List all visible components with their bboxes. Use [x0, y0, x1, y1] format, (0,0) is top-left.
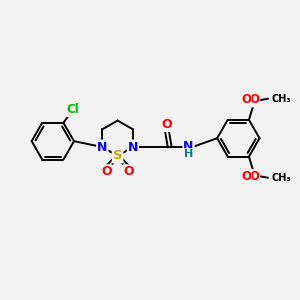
- Text: O: O: [161, 118, 172, 131]
- Text: Cl: Cl: [66, 103, 79, 116]
- Text: N: N: [97, 141, 107, 154]
- Text: CH₃: CH₃: [272, 94, 291, 104]
- Text: N: N: [183, 140, 194, 153]
- Text: O: O: [124, 165, 134, 178]
- Text: CH₃: CH₃: [272, 173, 291, 183]
- Text: O: O: [241, 170, 251, 183]
- Text: O: O: [249, 170, 259, 183]
- Text: O: O: [241, 93, 251, 106]
- Text: H: H: [184, 149, 193, 159]
- Text: O: O: [101, 165, 112, 178]
- Text: N: N: [128, 141, 138, 154]
- Text: O: O: [249, 93, 259, 106]
- Text: S: S: [113, 149, 122, 162]
